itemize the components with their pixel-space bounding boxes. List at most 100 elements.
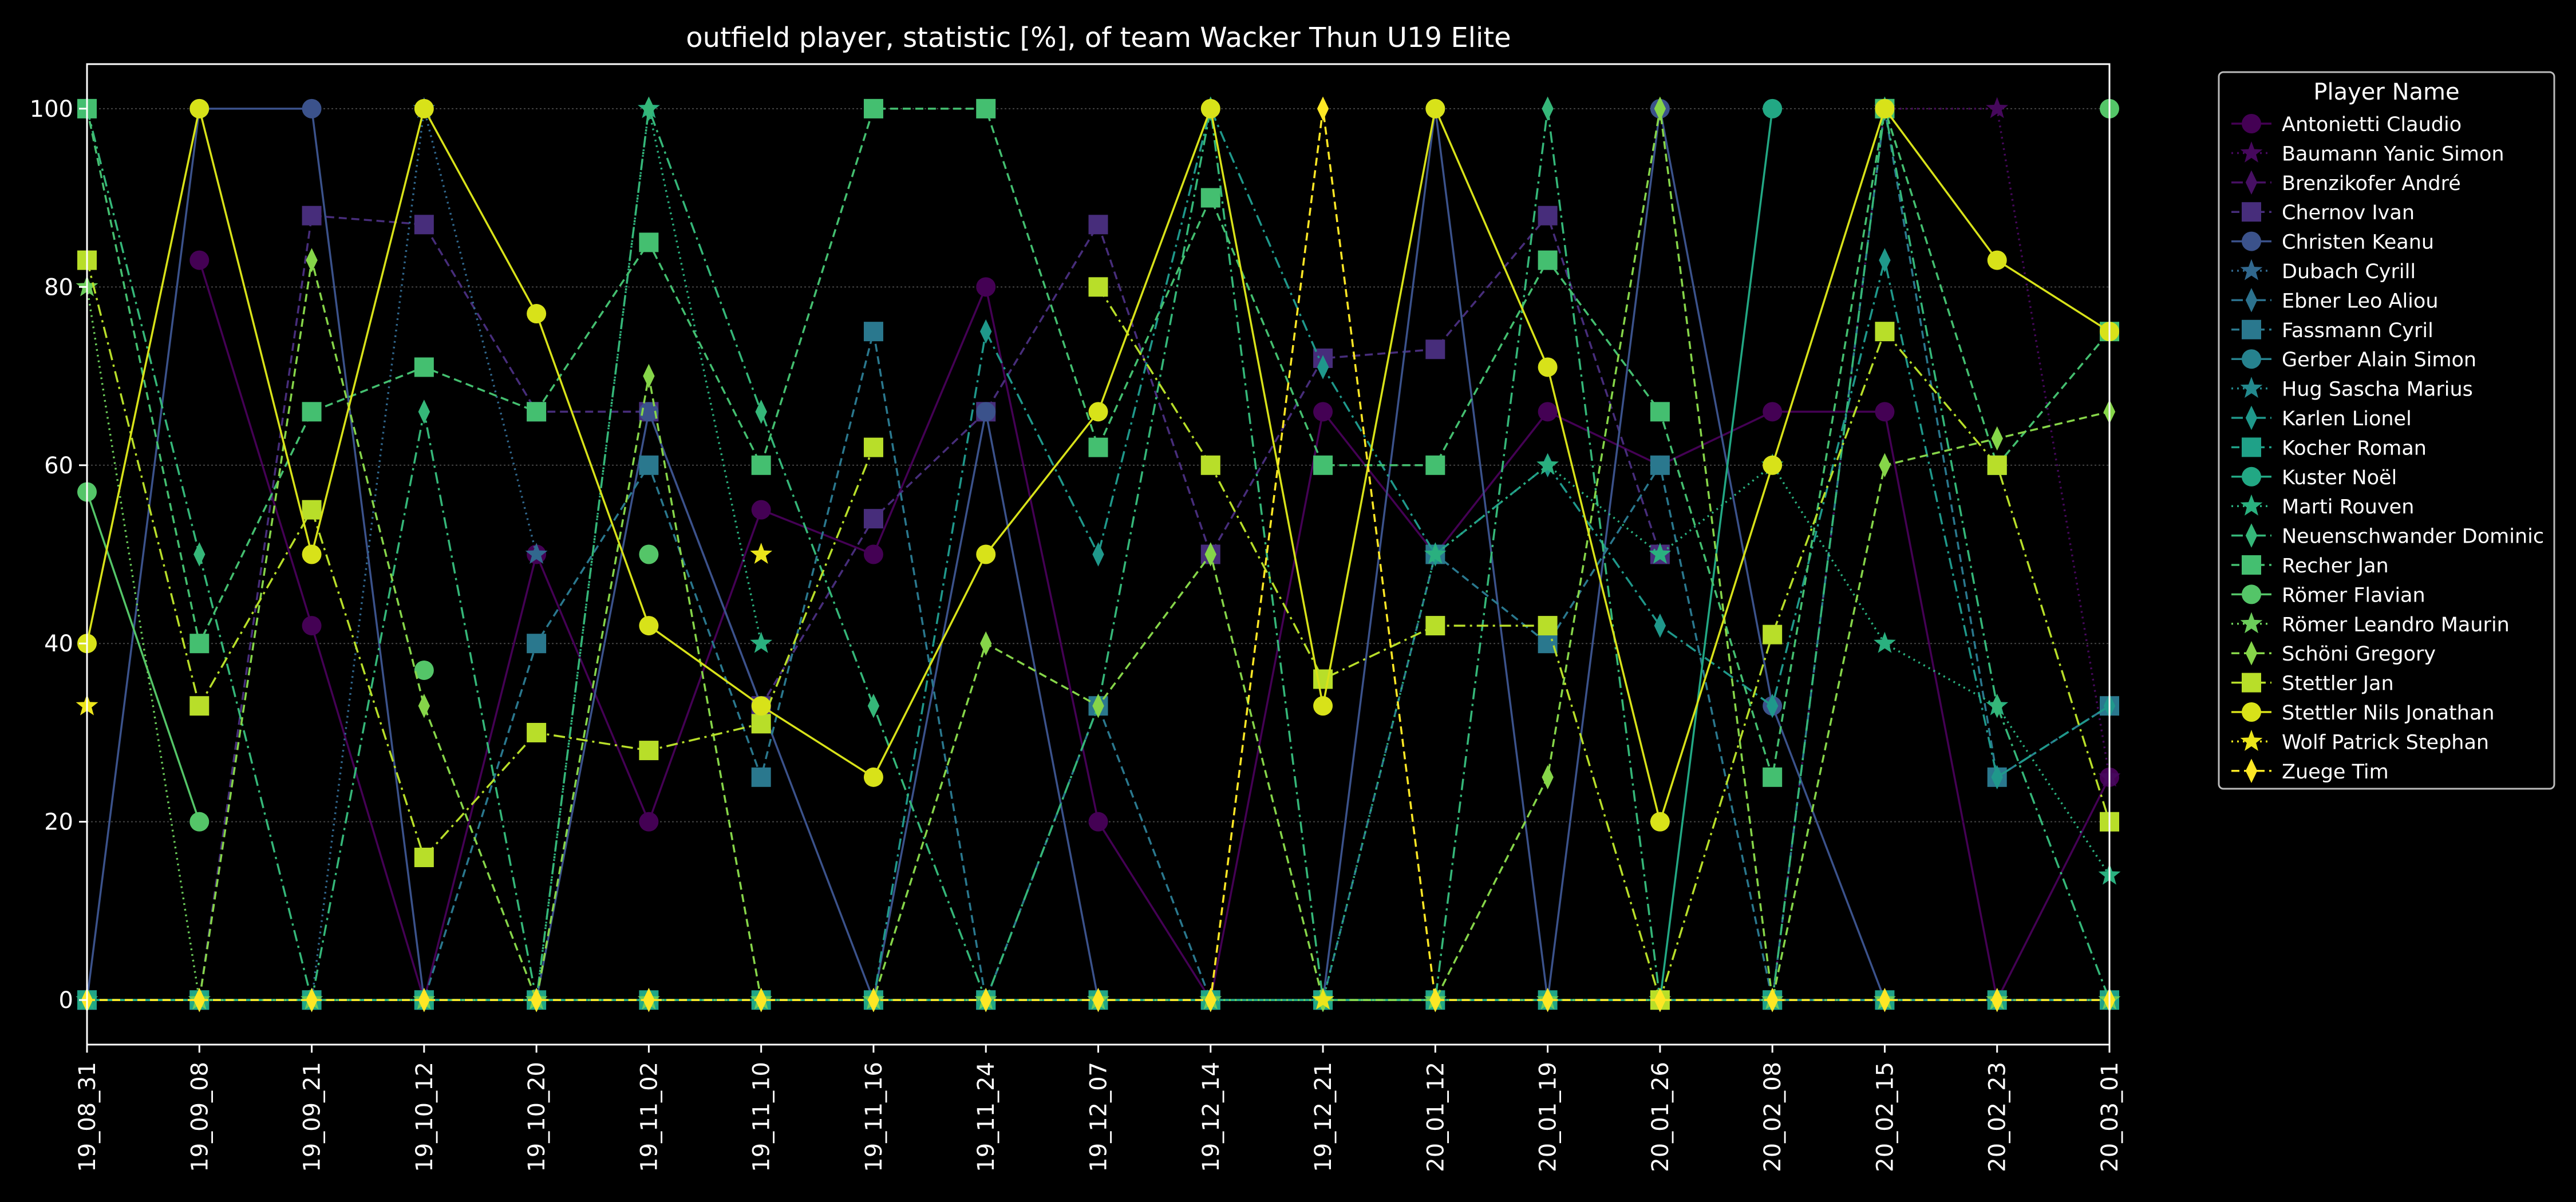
legend-label: Stettler Nils Jonathan (2282, 702, 2495, 725)
y-tick-label: 80 (44, 274, 73, 300)
data-point (306, 987, 318, 1013)
data-point (1536, 453, 1559, 475)
series-line (86, 260, 875, 860)
legend-item: Kocher Roman (2231, 437, 2427, 460)
data-point (1763, 402, 1783, 422)
legend-marker (2245, 640, 2258, 666)
data-point (414, 357, 434, 377)
y-tick-label: 100 (30, 96, 73, 122)
legend-marker (2240, 141, 2263, 163)
legend-label: Karlen Lionel (2282, 408, 2412, 430)
legend-items: Antonietti Claudio Baumann Yanic Simon Bre… (2231, 113, 2544, 784)
data-point (867, 693, 880, 718)
legend-label: Brenzikofer André (2282, 172, 2461, 195)
data-point (193, 987, 206, 1013)
data-point (980, 631, 992, 656)
data-point (1654, 96, 1666, 121)
legend-item: Wolf Patrick Stephan (2231, 730, 2489, 754)
data-point (418, 987, 430, 1013)
x-tick-label: 19_09_08 (187, 1062, 213, 1172)
data-point (527, 304, 547, 324)
data-point (750, 631, 773, 653)
data-point (1987, 250, 2007, 270)
legend-label: Baumann Yanic Simon (2282, 143, 2504, 165)
legend-label: Antonietti Claudio (2282, 113, 2462, 136)
data-point (1879, 453, 1891, 478)
x-tick-label: 19_12_14 (1198, 1062, 1224, 1172)
data-point (976, 402, 996, 422)
x-tick-label: 20_02_15 (1872, 1062, 1898, 1172)
legend-item: Baumann Yanic Simon (2231, 141, 2504, 165)
data-point (302, 205, 322, 226)
data-point (867, 987, 880, 1013)
x-tick-label: 20_02_23 (1985, 1062, 2011, 1172)
data-point (980, 319, 992, 344)
legend-marker (2240, 259, 2263, 280)
data-point (1763, 98, 1783, 118)
data-point (751, 767, 771, 787)
data-point (1200, 188, 1220, 208)
legend-item: Chernov Ivan (2231, 201, 2415, 224)
series-line (198, 260, 2111, 1004)
data-point (1538, 205, 1558, 226)
legend-label: Hug Sascha Marius (2282, 378, 2473, 401)
legend-marker (2242, 702, 2261, 722)
data-point (189, 250, 210, 270)
x-tick-label: 19_10_12 (412, 1062, 438, 1172)
data-point (306, 248, 318, 272)
data-point (751, 714, 771, 734)
data-point (189, 812, 210, 832)
data-point (302, 98, 322, 118)
data-point (414, 847, 434, 867)
data-point (639, 616, 659, 636)
legend-label: Ebner Leo Aliou (2282, 290, 2439, 313)
data-point (1538, 357, 1558, 377)
data-point (1538, 402, 1558, 422)
x-tick-label: 19_08_31 (74, 1062, 101, 1172)
data-point (1425, 616, 1445, 636)
legend-label: Kuster Noël (2282, 466, 2397, 489)
data-point (1538, 616, 1558, 636)
legend-marker (2240, 730, 2263, 751)
data-point (863, 98, 883, 118)
data-point (980, 987, 992, 1013)
legend-item: Karlen Lionel (2231, 405, 2412, 430)
legend-marker (2242, 584, 2261, 604)
data-point (1875, 322, 1895, 342)
legend-label: Schöni Gregory (2282, 643, 2436, 666)
data-point (863, 322, 883, 342)
data-point (1875, 402, 1895, 422)
data-point (1088, 277, 1108, 297)
data-point (1991, 765, 2003, 790)
data-point (527, 402, 547, 422)
legend-marker (2242, 114, 2261, 133)
series-stettler-nils-jonathan (77, 98, 2119, 832)
data-point (1650, 402, 1670, 422)
legend-item: Christen Keanu (2231, 231, 2434, 254)
data-point (1092, 987, 1104, 1013)
legend-frame (2218, 71, 2555, 790)
legend-item: Neuenschwander Dominic (2231, 523, 2544, 548)
data-point (1088, 812, 1108, 832)
legend-item: Schöni Gregory (2231, 640, 2436, 666)
legend-marker (2245, 523, 2258, 548)
legend-label: Neuenschwander Dominic (2282, 525, 2544, 548)
data-point (1425, 98, 1445, 118)
data-point (1991, 426, 2003, 451)
legend-label: Römer Leandro Maurin (2282, 614, 2510, 636)
data-point (1424, 543, 1447, 564)
data-point (527, 634, 547, 654)
data-point (1542, 987, 1554, 1013)
data-point (750, 543, 773, 564)
legend-label: Stettler Jan (2282, 673, 2394, 695)
data-point (639, 741, 659, 761)
data-point (1317, 355, 1329, 379)
y-tick-label: 20 (44, 809, 73, 836)
data-point (1088, 215, 1108, 235)
legend-label: Wolf Patrick Stephan (2282, 731, 2489, 754)
x-tick-label: 20_01_26 (1647, 1062, 1674, 1172)
data-point (1879, 248, 1891, 272)
data-point (751, 696, 771, 716)
series-layer (76, 96, 2121, 1013)
legend-marker (2245, 405, 2258, 430)
